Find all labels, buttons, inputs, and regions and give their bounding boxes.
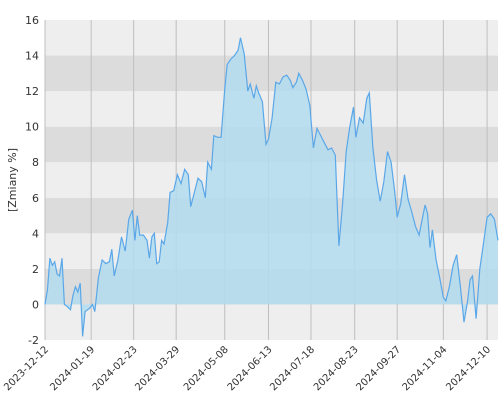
x-tick-label: 2024-05-08 bbox=[182, 344, 231, 393]
y-tick-label: 10 bbox=[25, 121, 39, 134]
area-series bbox=[44, 37, 499, 337]
plot-band bbox=[45, 20, 498, 56]
series-area bbox=[45, 37, 498, 337]
y-axis-label: [Zmiany %] bbox=[6, 148, 19, 212]
x-axis: 2023-12-122024-01-192024-02-232024-03-29… bbox=[2, 344, 493, 393]
x-tick-label: 2024-02-23 bbox=[91, 344, 140, 393]
x-tick-label: 2024-06-13 bbox=[226, 344, 275, 393]
x-tick-label: 2024-12-10 bbox=[444, 344, 493, 393]
y-tick-label: 2 bbox=[32, 263, 39, 276]
x-tick-label: 2024-11-04 bbox=[401, 344, 450, 393]
y-tick-label: 16 bbox=[25, 14, 39, 27]
x-tick-label: 2024-03-29 bbox=[133, 344, 182, 393]
plot-band bbox=[45, 304, 498, 340]
y-tick-label: 8 bbox=[32, 156, 39, 169]
x-tick-label: 2024-01-19 bbox=[48, 344, 97, 393]
x-tick-label: 2023-12-12 bbox=[2, 344, 51, 393]
y-tick-label: 6 bbox=[32, 192, 39, 205]
y-tick-label: -2 bbox=[28, 334, 39, 347]
y-axis: -2 0 2 4 6 8 10 12 14 16 bbox=[25, 14, 39, 347]
series-line bbox=[44, 37, 499, 337]
x-tick-label: 2024-07-18 bbox=[268, 344, 317, 393]
x-tick-label: 2024-09-27 bbox=[354, 344, 403, 393]
y-tick-label: 0 bbox=[32, 298, 39, 311]
plot-band bbox=[45, 55, 498, 92]
y-tick-label: 14 bbox=[25, 50, 39, 63]
y-tick-label: 12 bbox=[25, 85, 39, 98]
y-tick-label: 4 bbox=[32, 227, 39, 240]
